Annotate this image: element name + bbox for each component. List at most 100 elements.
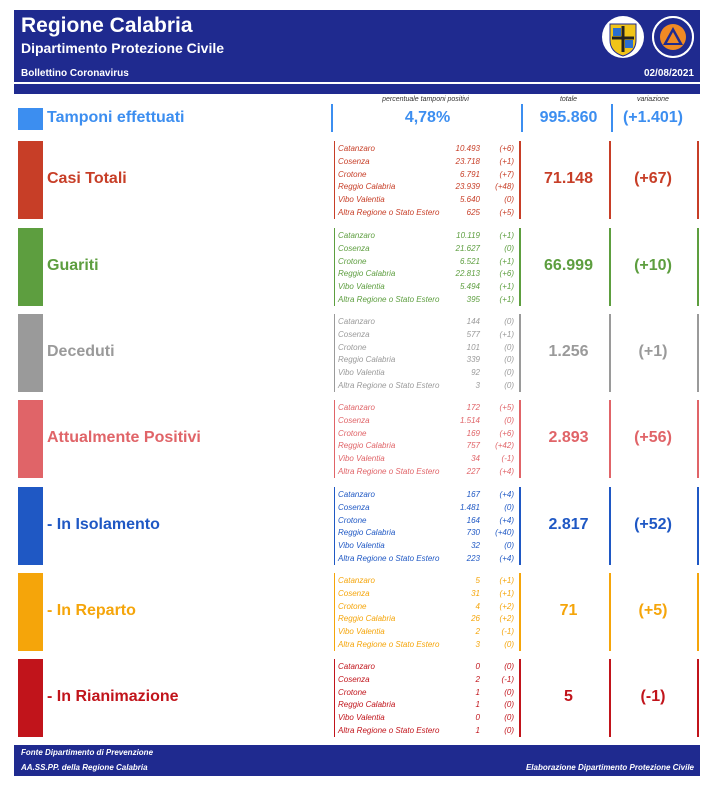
province-diff: (0) <box>504 195 514 205</box>
province-name: Altra Regione o Stato Estero <box>338 467 440 476</box>
province-diff: (+4) <box>499 490 514 499</box>
section-row: Guariti Catanzaro 10.119 (+1) Cosenza 21.627 (… <box>14 228 700 306</box>
province-value: 1.481 <box>459 502 480 512</box>
province-name: Vibo Valentia <box>338 282 385 292</box>
section-breakdown: Catanzaro 10.493 (+6) Cosenza 23.718 (+1) Crot… <box>334 141 518 219</box>
province-name: Crotone <box>338 515 367 525</box>
section-divider-3 <box>697 141 699 219</box>
section-divider-3 <box>697 228 699 306</box>
section-divider-2 <box>609 487 611 565</box>
province-diff: (0) <box>504 415 514 425</box>
breakdown-item: Crotone 6.521 (+1) <box>338 257 518 269</box>
province-diff: (+6) <box>499 428 514 438</box>
tamponi-variation: (+1.401) <box>622 109 684 126</box>
footer-banner: Fonte Dipartimento di Prevenzione AA.SS.… <box>14 745 700 776</box>
tamponi-row: Tamponi effettuati 4,78% 995.860 (+1.401… <box>14 104 700 134</box>
province-name: Cosenza <box>338 588 370 598</box>
province-value: 1 <box>475 726 480 735</box>
section-total: 71 <box>559 602 578 619</box>
province-diff: (+5) <box>499 403 514 412</box>
province-name: Vibo Valentia <box>338 195 385 205</box>
page-title: Regione Calabria <box>21 14 193 37</box>
province-value: 730 <box>466 528 480 538</box>
province-diff: (+4) <box>499 467 514 476</box>
province-value: 32 <box>471 541 480 551</box>
province-name: Crotone <box>338 687 367 697</box>
breakdown-item: Crotone 4 (+2) <box>338 602 518 614</box>
section-divider-3 <box>697 659 699 737</box>
province-value: 21.627 <box>455 243 480 253</box>
section-row: - In Reparto Catanzaro 5 (+1) Cosenza 31 (+1) C… <box>14 573 700 651</box>
breakdown-item: Altra Regione o Stato Estero 395 (+1) <box>338 295 518 307</box>
tamponi-label: Tamponi effettuati <box>47 109 185 126</box>
breakdown-item: Catanzaro 144 (0) <box>338 317 518 329</box>
province-name: Altra Regione o Stato Estero <box>338 381 440 390</box>
section-divider-2 <box>609 141 611 219</box>
breakdown-item: Reggio Calabria 1 (0) <box>338 700 518 712</box>
province-name: Vibo Valentia <box>338 627 385 637</box>
province-name: Crotone <box>338 256 367 266</box>
section-variation: (-1) <box>640 688 666 705</box>
province-diff: (+5) <box>499 208 514 217</box>
province-value: 164 <box>466 515 480 525</box>
province-name: Vibo Valentia <box>338 541 385 551</box>
province-diff: (+4) <box>499 554 514 563</box>
col-header-total: totale <box>559 96 578 103</box>
section-swatch <box>18 659 43 737</box>
section-divider <box>519 228 521 306</box>
breakdown-item: Catanzaro 0 (0) <box>338 662 518 674</box>
section-swatch <box>18 314 43 392</box>
section-divider-3 <box>697 573 699 651</box>
province-diff: (0) <box>504 355 514 365</box>
province-value: 6.791 <box>459 169 480 179</box>
section-divider-2 <box>609 228 611 306</box>
province-name: Crotone <box>338 428 367 438</box>
province-name: Reggio Calabria <box>338 182 396 192</box>
province-diff: (+6) <box>499 269 514 279</box>
section-variation: (+67) <box>634 170 672 187</box>
province-name: Cosenza <box>338 329 370 339</box>
breakdown-item: Vibo Valentia 32 (0) <box>338 541 518 553</box>
province-value: 5 <box>475 576 480 585</box>
province-value: 5.494 <box>459 282 480 292</box>
province-name: Vibo Valentia <box>338 368 385 378</box>
breakdown-item: Cosenza 577 (+1) <box>338 330 518 342</box>
province-diff: (+1) <box>499 156 514 166</box>
province-diff: (+1) <box>499 576 514 585</box>
breakdown-item: Crotone 1 (0) <box>338 688 518 700</box>
breakdown-item: Crotone 6.791 (+7) <box>338 170 518 182</box>
section-total: 1.256 <box>548 343 589 360</box>
breakdown-item: Crotone 169 (+6) <box>338 429 518 441</box>
breakdown-item: Cosenza 23.718 (+1) <box>338 157 518 169</box>
province-value: 1 <box>475 700 480 710</box>
breakdown-item: Altra Regione o Stato Estero 3 (0) <box>338 381 518 393</box>
breakdown-item: Catanzaro 172 (+5) <box>338 403 518 415</box>
section-total: 66.999 <box>544 257 593 274</box>
tamponi-percent: 4,78% <box>404 109 451 126</box>
province-name: Catanzaro <box>338 662 375 671</box>
section-variation: (+10) <box>634 257 672 274</box>
footer-source-1: Fonte Dipartimento di Prevenzione <box>21 748 154 757</box>
section-total: 71.148 <box>544 170 593 187</box>
breakdown-item: Cosenza 1.514 (0) <box>338 416 518 428</box>
section-row: - In Isolamento Catanzaro 167 (+4) Cosenza 1.… <box>14 487 700 565</box>
section-label: - In Isolamento <box>47 516 160 533</box>
province-value: 10.493 <box>455 144 480 153</box>
section-variation: (+52) <box>634 516 672 533</box>
section-swatch <box>18 487 43 565</box>
province-diff: (0) <box>504 700 514 710</box>
province-value: 5.640 <box>459 195 480 205</box>
section-total: 5 <box>564 688 573 705</box>
section-total: 2.893 <box>548 429 589 446</box>
province-value: 169 <box>466 428 480 438</box>
province-diff: (+4) <box>499 515 514 525</box>
section-label: Casi Totali <box>47 170 127 187</box>
tamponi-swatch <box>18 108 43 130</box>
province-value: 1 <box>475 687 480 697</box>
province-diff: (0) <box>504 342 514 352</box>
province-diff: (+1) <box>499 295 514 304</box>
province-diff: (+40) <box>495 528 514 538</box>
province-diff: (0) <box>504 713 514 723</box>
bulletin-date: 02/08/2021 <box>643 68 694 79</box>
province-name: Crotone <box>338 342 367 352</box>
